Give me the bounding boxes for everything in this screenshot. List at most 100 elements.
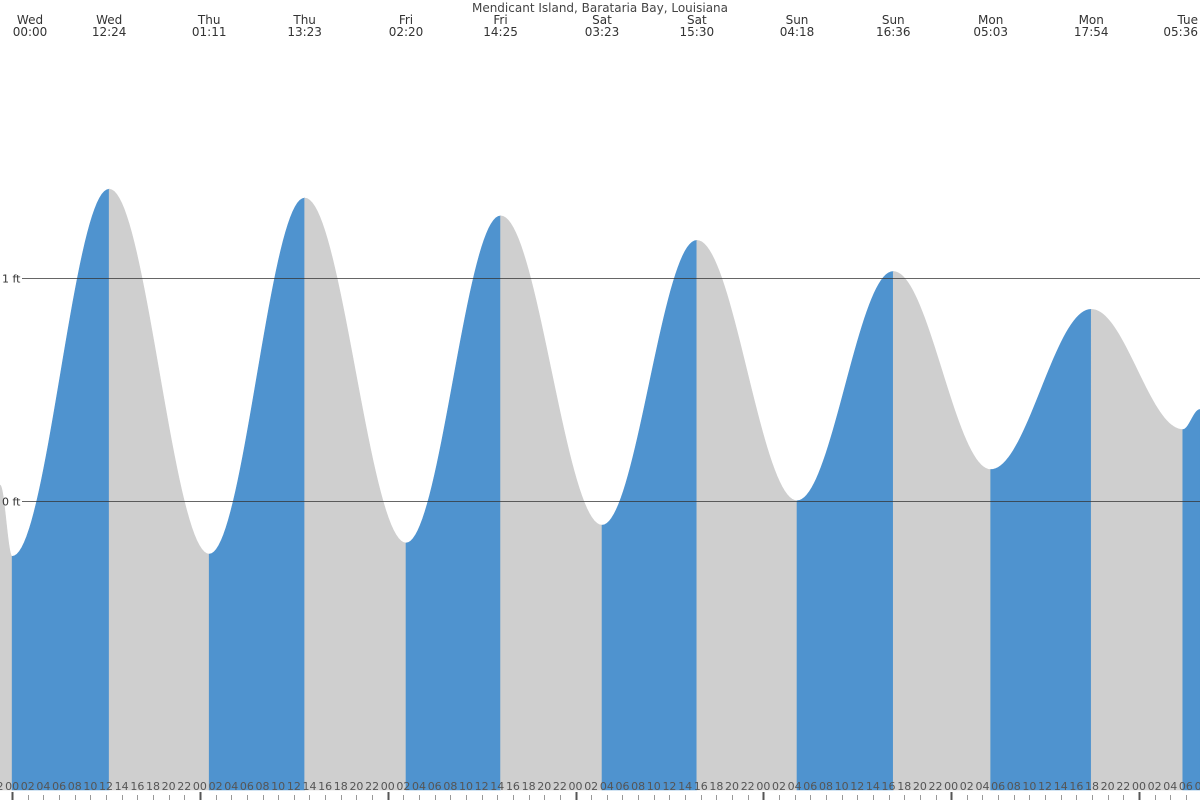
hour-tick-label: 02: [21, 780, 35, 793]
rising-tide-segment: [990, 308, 1092, 791]
rising-tide-segment: [405, 215, 501, 791]
hour-tick-label: 16: [506, 780, 520, 793]
hour-tick-label: 14: [678, 780, 692, 793]
hour-tick-label: 10: [1022, 780, 1036, 793]
event-time-label: 15:30: [680, 25, 715, 39]
hour-tick-label: 14: [1054, 780, 1068, 793]
hour-tick-label: 06: [428, 780, 442, 793]
hour-tick-label: 04: [36, 780, 50, 793]
hour-tick-label: 00: [1132, 780, 1146, 793]
hour-tick-label: 08: [1195, 780, 1200, 793]
hour-tick-label: 10: [83, 780, 97, 793]
hour-tick-label: 02: [960, 780, 974, 793]
hour-tick-label: 06: [52, 780, 66, 793]
hour-tick-label: 04: [975, 780, 989, 793]
event-day-label: Sat: [687, 13, 707, 27]
hour-tick-label: 06: [803, 780, 817, 793]
hour-tick-label: 18: [709, 780, 723, 793]
falling-tide-segment: [0, 484, 13, 791]
hour-tick-label: 02: [396, 780, 410, 793]
hour-tick-label: 02: [772, 780, 786, 793]
hour-tick-label: 18: [1085, 780, 1099, 793]
event-day-label: Mon: [1079, 13, 1104, 27]
hour-tick-label: 22: [365, 780, 379, 793]
hour-tick-label: 06: [240, 780, 254, 793]
event-time-label: 05:03: [973, 25, 1008, 39]
hour-tick-label: 10: [835, 780, 849, 793]
falling-tide-segment: [696, 239, 798, 791]
hour-tick-label: 00: [381, 780, 395, 793]
hour-tick-label: 10: [271, 780, 285, 793]
hour-tick-label: 20: [725, 780, 739, 793]
hour-tick-label: 22: [0, 780, 3, 793]
hour-tick-label: 08: [1007, 780, 1021, 793]
falling-tide-segment: [1090, 308, 1184, 791]
hour-tick-label: 18: [334, 780, 348, 793]
hour-tick-label: 18: [522, 780, 536, 793]
event-time-label: 00:00: [13, 25, 48, 39]
hour-tick-label: 14: [302, 780, 316, 793]
hour-tick-label: 08: [819, 780, 833, 793]
hour-tick-label: 04: [600, 780, 614, 793]
event-day-label: Sat: [592, 13, 612, 27]
hour-tick-label: 14: [115, 780, 129, 793]
event-time-label: 17:54: [1074, 25, 1109, 39]
tide-area-layer: [0, 188, 1200, 791]
hour-tick-label: 06: [991, 780, 1005, 793]
event-day-label: Wed: [96, 13, 122, 27]
hour-tick-label: 22: [929, 780, 943, 793]
event-day-label: Wed: [17, 13, 43, 27]
falling-tide-segment: [304, 197, 407, 791]
hour-axis-layer: 2200020406081012141618202200020406081012…: [0, 780, 1200, 800]
event-day-label: Thu: [292, 13, 316, 27]
event-time-label: 05:36: [1163, 25, 1198, 39]
event-day-label: Fri: [493, 13, 507, 27]
hour-tick-label: 12: [662, 780, 676, 793]
hour-tick-label: 08: [631, 780, 645, 793]
hour-tick-label: 12: [1038, 780, 1052, 793]
hour-tick-label: 18: [897, 780, 911, 793]
hour-tick-label: 14: [866, 780, 880, 793]
hour-tick-label: 08: [256, 780, 270, 793]
falling-tide-segment: [500, 215, 603, 791]
hour-tick-label: 18: [146, 780, 160, 793]
hour-tick-label: 02: [1148, 780, 1162, 793]
hour-tick-label: 06: [615, 780, 629, 793]
hour-tick-label: 22: [741, 780, 755, 793]
event-day-label: Sun: [882, 13, 905, 27]
rising-tide-segment: [601, 239, 698, 791]
chart-title: Mendicant Island, Barataria Bay, Louisia…: [472, 1, 728, 15]
hour-tick-label: 16: [882, 780, 896, 793]
falling-tide-segment: [108, 188, 210, 791]
hour-tick-label: 22: [177, 780, 191, 793]
hour-tick-label: 10: [647, 780, 661, 793]
hour-tick-label: 08: [68, 780, 82, 793]
rising-tide-segment: [796, 271, 894, 791]
hour-tick-label: 10: [459, 780, 473, 793]
hour-tick-label: 00: [193, 780, 207, 793]
hour-tick-label: 04: [1163, 780, 1177, 793]
event-day-label: Tue: [1177, 13, 1199, 27]
event-day-label: Fri: [399, 13, 413, 27]
rising-tide-segment: [208, 197, 305, 791]
hour-tick-label: 12: [850, 780, 864, 793]
hour-tick-label: 20: [349, 780, 363, 793]
hour-tick-label: 20: [1101, 780, 1115, 793]
hour-tick-label: 16: [1069, 780, 1083, 793]
y-tick-label: 1 ft: [2, 273, 21, 286]
falling-tide-segment: [892, 271, 991, 791]
event-day-label: Thu: [197, 13, 221, 27]
hour-tick-label: 22: [1116, 780, 1130, 793]
hour-tick-label: 12: [99, 780, 113, 793]
hour-tick-label: 14: [490, 780, 504, 793]
event-time-label: 04:18: [780, 25, 815, 39]
event-time-label: 03:23: [585, 25, 620, 39]
hour-tick-label: 02: [584, 780, 598, 793]
event-time-label: 12:24: [92, 25, 127, 39]
hour-tick-label: 06: [1179, 780, 1193, 793]
hour-tick-label: 12: [287, 780, 301, 793]
hour-tick-label: 02: [209, 780, 223, 793]
hour-tick-label: 04: [788, 780, 802, 793]
hour-tick-label: 00: [756, 780, 770, 793]
